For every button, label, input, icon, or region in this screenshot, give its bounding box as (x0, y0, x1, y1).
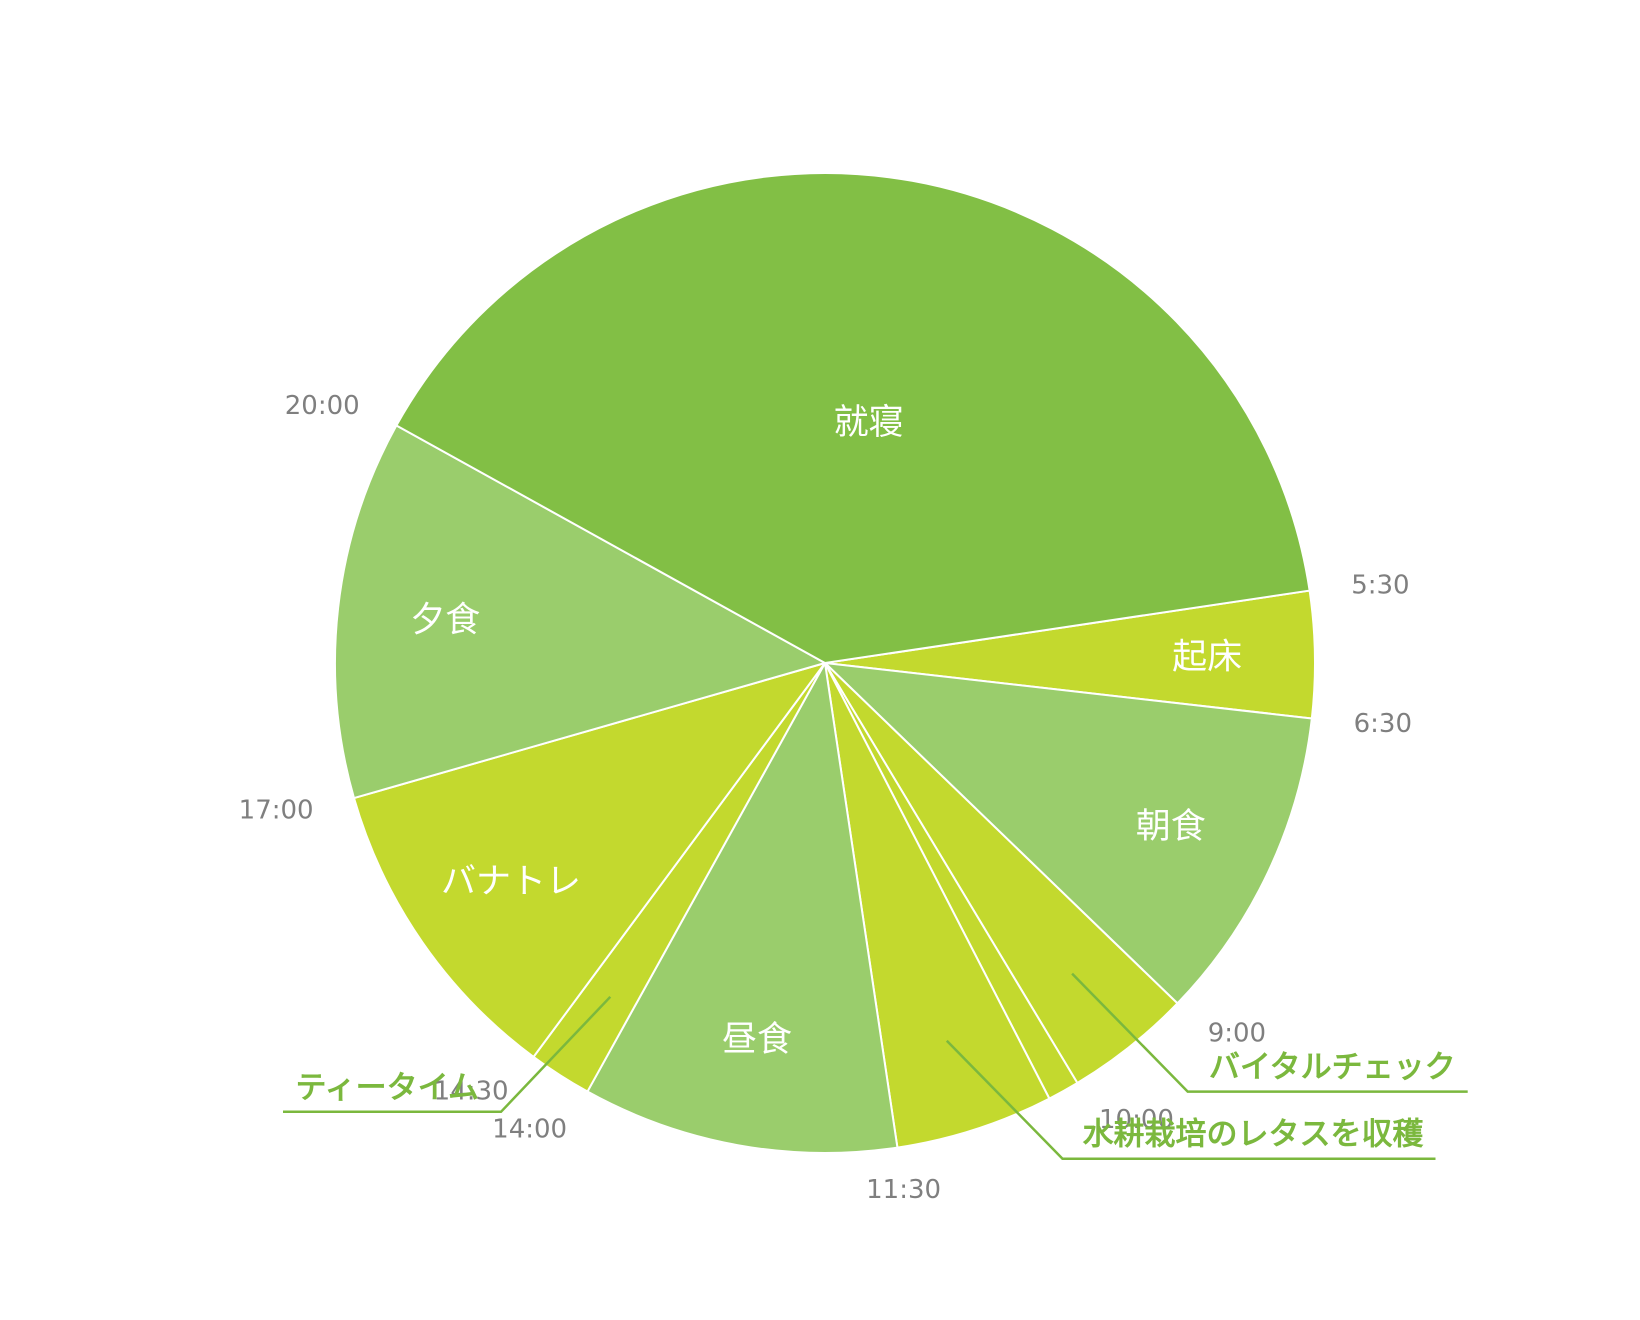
callout-label-2: バイタルチェック (1209, 1050, 1456, 1086)
callout-label-6: ティータイム (295, 1070, 479, 1106)
pie-slice-1 (822, 661, 1313, 1005)
slice-label-5: 昼食 (722, 1020, 792, 1060)
slice-label-7: バナトレ (441, 862, 581, 902)
time-label-4: 11:30 (866, 1175, 941, 1205)
pie-time-labels: 5:30 6:30 9:00 10:00 11:30 14:00 14:30 17:00 20:… (239, 391, 1412, 1205)
time-label-8: 20:00 (285, 391, 360, 421)
pie-slice-9 (395, 172, 1311, 665)
time-label-5: 14:00 (492, 1114, 567, 1144)
pie-slice-4 (824, 662, 1051, 1149)
callout-leader-6 (283, 995, 612, 1114)
pie-slice-5 (586, 659, 899, 1154)
pie-slice-8 (334, 424, 828, 800)
time-label-0: 5:30 (1351, 570, 1409, 600)
slice-label-8: 夕食 (410, 601, 480, 641)
time-label-6: 14:30 (434, 1077, 509, 1107)
callout-leader-2 (1071, 972, 1468, 1093)
slice-label-9: 就寝 (834, 403, 904, 443)
pie-slices (334, 172, 1317, 1154)
pie-slice-7 (352, 661, 828, 1059)
callout-leader-4 (945, 1039, 1436, 1160)
slice-label-1: 朝食 (1136, 807, 1206, 847)
time-label-1: 6:30 (1354, 709, 1412, 739)
callout-label-4: 水耕栽培のレタスを収穫 (1083, 1117, 1424, 1153)
slice-label-0: 起床 (1172, 637, 1242, 677)
time-label-7: 17:00 (239, 796, 314, 826)
time-label-3: 10:00 (1099, 1105, 1174, 1135)
time-label-2: 9:00 (1208, 1019, 1266, 1049)
